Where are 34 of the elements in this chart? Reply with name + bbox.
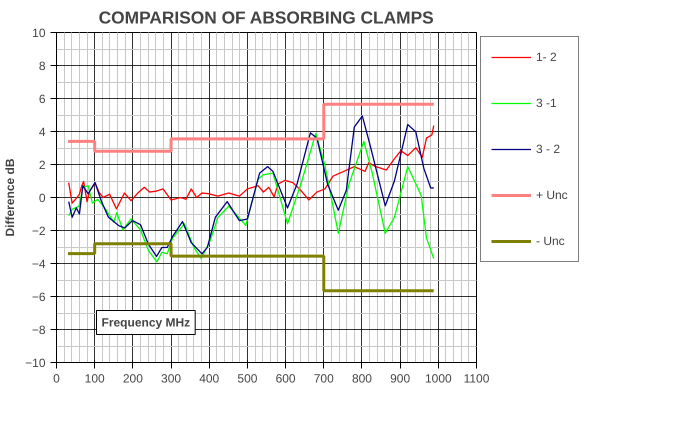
y-axis-title: Difference dB — [3, 158, 18, 237]
x-tick-label: 200 — [122, 372, 144, 386]
x-tick-label: 400 — [199, 372, 220, 386]
y-tick-label: 4 — [38, 125, 46, 139]
y-tick-label: 6 — [38, 92, 46, 106]
x-tick-label: 500 — [237, 372, 258, 386]
x-tick-label: 700 — [314, 372, 334, 386]
legend-label: 3 -1 — [536, 96, 557, 110]
legend-label: 3 - 2 — [536, 142, 560, 156]
y-tick-label: 2 — [38, 158, 46, 172]
y-tick-label: 0 — [38, 191, 46, 205]
y-tick-label: −10 — [25, 356, 46, 370]
y-tick-label: −2 — [32, 224, 46, 238]
x-tick-label: 1100 — [464, 372, 490, 386]
line-series — [68, 115, 434, 258]
y-tick-label: 8 — [38, 59, 46, 73]
legend-label: - Unc — [536, 234, 565, 248]
x-tick-label: 800 — [352, 372, 372, 386]
chart-title: COMPARISON OF ABSORBING CLAMPS — [98, 8, 434, 28]
line-series — [68, 124, 434, 210]
legend-label: + Unc — [536, 188, 568, 202]
x-tick-label: 900 — [390, 372, 410, 386]
line-series — [68, 132, 434, 262]
y-tick-label: −4 — [32, 257, 46, 271]
x-tick-label: 1000 — [424, 372, 452, 386]
y-tick-label: −8 — [32, 323, 46, 337]
x-axis-title: Frequency MHz — [102, 316, 190, 330]
legend-label: 1- 2 — [536, 50, 557, 64]
x-tick-label: 300 — [161, 372, 182, 386]
x-tick-label: 0 — [53, 372, 60, 386]
x-tick-label: 100 — [84, 372, 106, 386]
x-tick-label: 600 — [276, 372, 296, 386]
y-tick-label: 10 — [32, 26, 46, 40]
y-tick-label: −6 — [32, 290, 46, 304]
